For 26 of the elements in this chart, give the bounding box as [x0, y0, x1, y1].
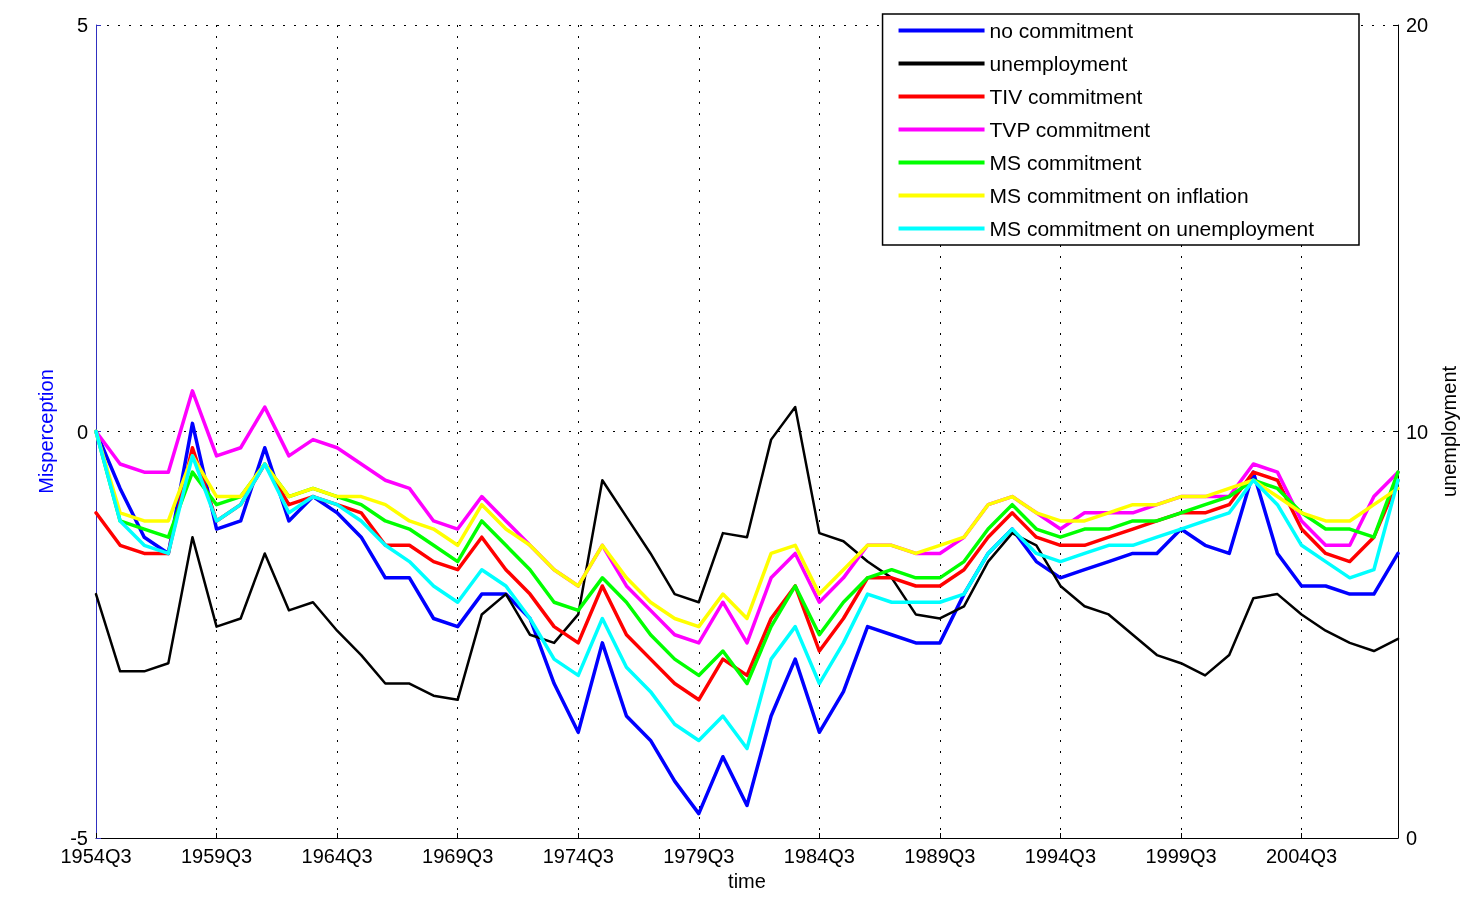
x-tick-label: 1959Q3: [180, 845, 253, 867]
x-tick-label: 1994Q3: [1024, 845, 1097, 867]
legend-label: TIV commitment: [989, 85, 1143, 108]
x-tick-label: 2004Q3: [1265, 845, 1338, 867]
legend-label: TVP commitment: [989, 118, 1151, 141]
y2-tick-label: 20: [1406, 14, 1429, 36]
y2-tick-label: 10: [1406, 420, 1429, 443]
y2-axis-title: unemployment: [1438, 365, 1461, 498]
x-tick-label: 1969Q3: [422, 845, 494, 867]
x-tick-label: 1984Q3: [783, 845, 855, 867]
x-tick-label: 1999Q3: [1145, 845, 1217, 867]
x-tick-label: 1989Q3: [904, 845, 976, 867]
x-tick-label: 1974Q3: [542, 845, 614, 867]
x-tick-label: 1979Q3: [663, 845, 735, 867]
y-axis-title: Misperception: [35, 369, 57, 494]
legend-label: unemployment: [989, 52, 1128, 75]
y-tick-label: 5: [76, 14, 88, 36]
y2-tick-label: 0: [1406, 827, 1418, 849]
x-tick-label: 1964Q3: [301, 845, 373, 867]
legend-label: MS commitment on unemployment: [989, 217, 1315, 240]
x-axis-title: time: [728, 869, 766, 892]
legend-label: MS commitment: [989, 151, 1142, 174]
line-series: [94, 429, 1400, 751]
y-tick-label: 0: [76, 420, 88, 443]
legend-label: no commitment: [989, 19, 1134, 42]
legend-label: MS commitment on inflation: [989, 184, 1249, 207]
